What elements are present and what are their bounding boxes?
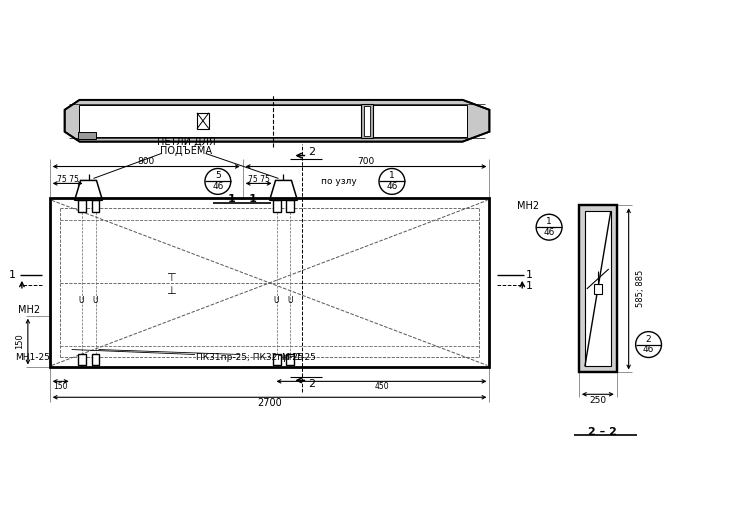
Bar <box>361 104 373 138</box>
Text: ПК31пр-25; ПК32пр-25: ПК31пр-25; ПК32пр-25 <box>196 353 303 362</box>
Text: 800: 800 <box>138 157 155 166</box>
Bar <box>585 211 611 367</box>
Text: МН1-25: МН1-25 <box>282 353 316 362</box>
Bar <box>286 354 294 366</box>
Text: 450: 450 <box>374 382 389 391</box>
Text: 46: 46 <box>643 346 654 355</box>
Bar <box>273 200 281 212</box>
Text: 46: 46 <box>212 183 224 191</box>
Polygon shape <box>65 100 489 142</box>
Bar <box>50 198 489 368</box>
Text: 1: 1 <box>546 217 552 226</box>
Text: 2: 2 <box>646 335 651 344</box>
Bar <box>78 105 467 137</box>
Bar <box>78 200 86 212</box>
Bar <box>78 132 96 139</box>
Bar <box>197 113 209 129</box>
Text: 46: 46 <box>544 228 555 237</box>
Text: 2: 2 <box>308 379 315 389</box>
Bar <box>579 206 617 372</box>
Text: 2700: 2700 <box>258 398 282 408</box>
Bar <box>364 106 370 135</box>
Text: 1 – 1: 1 – 1 <box>228 195 258 204</box>
Bar <box>579 206 617 372</box>
Text: 2 – 2: 2 – 2 <box>588 427 617 437</box>
Text: 1: 1 <box>8 270 16 280</box>
Text: 46: 46 <box>386 183 398 191</box>
Text: МН2: МН2 <box>18 305 40 315</box>
Text: U: U <box>79 297 84 305</box>
Text: по узлу: по узлу <box>322 177 357 186</box>
Bar <box>273 354 281 366</box>
Text: ⊥: ⊥ <box>166 286 176 296</box>
Bar <box>594 284 602 294</box>
Text: ПОДЪЕМА: ПОДЪЕМА <box>160 145 212 156</box>
Text: 150: 150 <box>15 334 24 349</box>
Bar <box>286 200 294 212</box>
Text: ПЕТЛИ ДЛЯ: ПЕТЛИ ДЛЯ <box>157 137 215 146</box>
Text: 1: 1 <box>389 172 395 180</box>
Text: 75 75: 75 75 <box>56 175 78 184</box>
Text: 5: 5 <box>215 172 221 180</box>
Text: 2: 2 <box>308 146 315 156</box>
Text: 1: 1 <box>526 270 532 280</box>
Bar <box>92 354 99 366</box>
Text: 1: 1 <box>526 281 532 291</box>
Text: U: U <box>93 297 98 305</box>
Text: МН2: МН2 <box>517 201 539 211</box>
Text: ⊤: ⊤ <box>166 273 176 283</box>
Text: U: U <box>288 297 293 305</box>
Text: 700: 700 <box>358 157 375 166</box>
Text: U: U <box>274 297 279 305</box>
Text: 250: 250 <box>590 396 606 405</box>
Text: 585; 885: 585; 885 <box>636 270 645 308</box>
Text: 150: 150 <box>53 382 68 391</box>
Text: МН1-25: МН1-25 <box>15 353 50 362</box>
Bar <box>78 354 86 366</box>
Text: 75 75: 75 75 <box>248 175 270 184</box>
Bar <box>92 200 99 212</box>
